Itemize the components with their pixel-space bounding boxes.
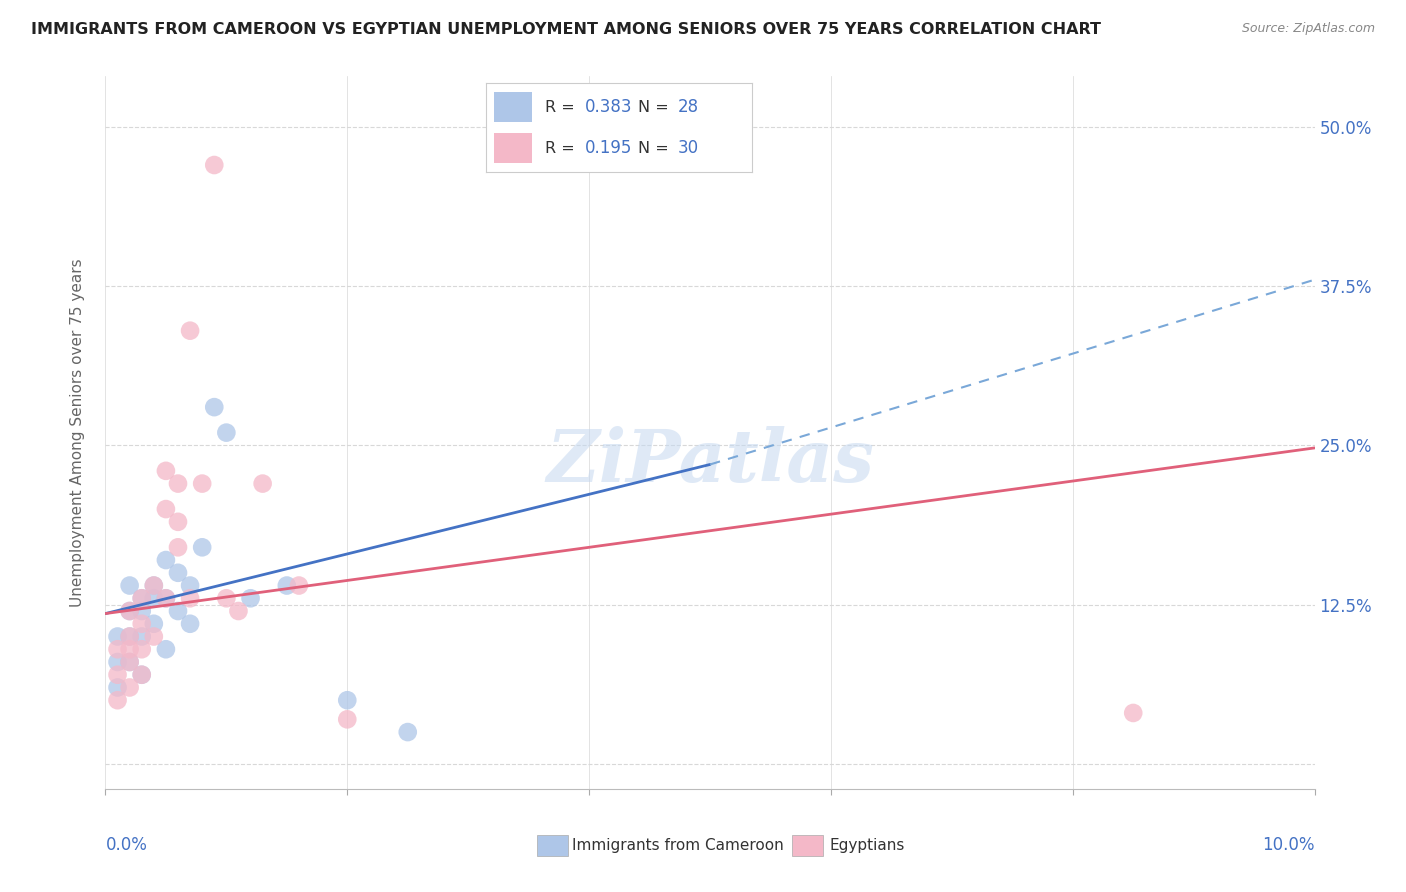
Point xyxy=(107,681,129,695)
Point xyxy=(202,158,225,172)
Point xyxy=(131,667,153,681)
Point xyxy=(191,476,214,491)
Point xyxy=(336,712,359,726)
Point xyxy=(131,642,153,657)
Point xyxy=(167,604,190,618)
Point xyxy=(142,578,165,592)
Point xyxy=(131,604,153,618)
Point xyxy=(179,578,201,592)
Point xyxy=(155,591,177,606)
Point xyxy=(239,591,262,606)
Point xyxy=(107,642,129,657)
Text: Immigrants from Cameroon: Immigrants from Cameroon xyxy=(572,838,785,853)
Point xyxy=(155,502,177,516)
Text: 10.0%: 10.0% xyxy=(1263,836,1315,854)
Point xyxy=(131,591,153,606)
Point xyxy=(167,566,190,580)
Point xyxy=(118,681,141,695)
Point xyxy=(179,591,201,606)
Text: 0.0%: 0.0% xyxy=(105,836,148,854)
Point xyxy=(179,616,201,631)
Point xyxy=(396,725,419,739)
Point xyxy=(107,630,129,644)
Point xyxy=(215,425,238,440)
Point xyxy=(336,693,359,707)
Point xyxy=(155,464,177,478)
Point xyxy=(107,667,129,681)
Point xyxy=(118,655,141,669)
Point xyxy=(167,541,190,555)
Point xyxy=(142,630,165,644)
Point xyxy=(118,604,141,618)
Point xyxy=(276,578,298,592)
Point xyxy=(202,400,225,414)
Point xyxy=(167,476,190,491)
Point xyxy=(118,578,141,592)
Point xyxy=(155,642,177,657)
Y-axis label: Unemployment Among Seniors over 75 years: Unemployment Among Seniors over 75 years xyxy=(70,259,84,607)
Text: ZiPatlas: ZiPatlas xyxy=(546,425,875,497)
Point xyxy=(155,591,177,606)
Point xyxy=(131,591,153,606)
Point xyxy=(118,604,141,618)
Point xyxy=(155,553,177,567)
Point xyxy=(118,630,141,644)
Point xyxy=(118,655,141,669)
Point xyxy=(179,324,201,338)
Point xyxy=(107,693,129,707)
Point xyxy=(131,616,153,631)
Point xyxy=(118,630,141,644)
Point xyxy=(142,578,165,592)
Point xyxy=(118,642,141,657)
Point xyxy=(1122,706,1144,720)
Point xyxy=(288,578,311,592)
Point xyxy=(167,515,190,529)
Point xyxy=(142,591,165,606)
Point xyxy=(142,616,165,631)
Point xyxy=(131,667,153,681)
Text: Egyptians: Egyptians xyxy=(830,838,905,853)
Text: Source: ZipAtlas.com: Source: ZipAtlas.com xyxy=(1241,22,1375,36)
Point xyxy=(191,541,214,555)
Point xyxy=(215,591,238,606)
Point xyxy=(252,476,274,491)
Point xyxy=(131,630,153,644)
Text: IMMIGRANTS FROM CAMEROON VS EGYPTIAN UNEMPLOYMENT AMONG SENIORS OVER 75 YEARS CO: IMMIGRANTS FROM CAMEROON VS EGYPTIAN UNE… xyxy=(31,22,1101,37)
Point xyxy=(107,655,129,669)
Point xyxy=(228,604,250,618)
